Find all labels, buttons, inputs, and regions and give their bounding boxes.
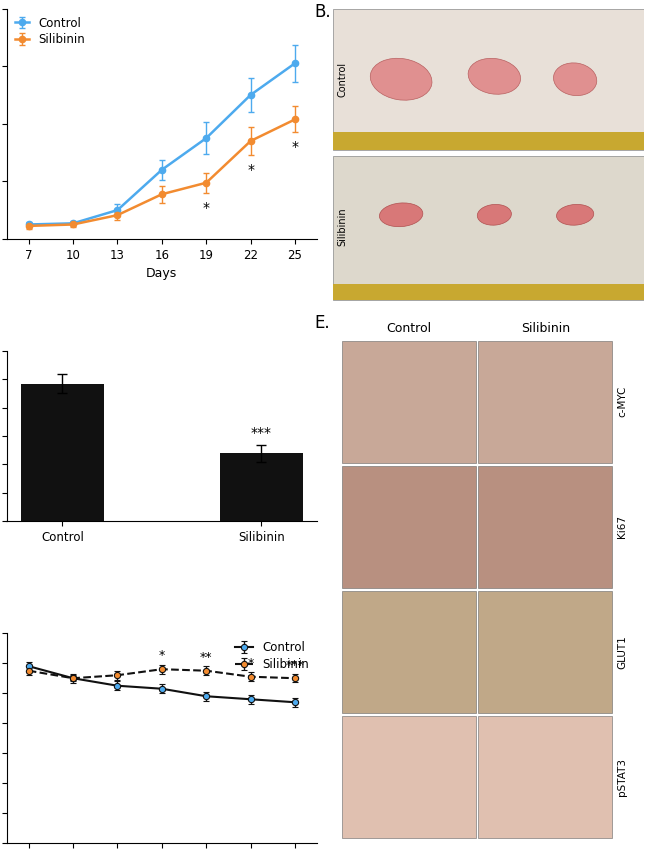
Text: pSTAT3: pSTAT3 bbox=[617, 758, 627, 796]
Text: *: * bbox=[247, 164, 254, 177]
Text: Silibinin: Silibinin bbox=[521, 322, 570, 336]
Text: ***: *** bbox=[251, 426, 272, 440]
Bar bbox=[333, 132, 644, 150]
Text: *: * bbox=[203, 201, 210, 215]
Text: E.: E. bbox=[314, 314, 330, 332]
Text: Control: Control bbox=[387, 322, 432, 336]
Legend: Control, Silibinin: Control, Silibinin bbox=[12, 14, 88, 49]
Legend: Control, Silibinin: Control, Silibinin bbox=[233, 639, 311, 673]
Bar bbox=[342, 341, 476, 463]
Bar bbox=[333, 284, 644, 300]
Bar bbox=[220, 453, 303, 521]
X-axis label: Days: Days bbox=[146, 268, 177, 280]
Text: Silibinin: Silibinin bbox=[337, 207, 347, 246]
Text: GLUT1: GLUT1 bbox=[617, 635, 627, 669]
Ellipse shape bbox=[556, 204, 593, 225]
Bar bbox=[342, 590, 476, 713]
Ellipse shape bbox=[468, 58, 521, 95]
Text: *: * bbox=[248, 657, 254, 670]
Bar bbox=[478, 590, 612, 713]
Text: *: * bbox=[292, 141, 298, 154]
Bar bbox=[333, 9, 644, 150]
Ellipse shape bbox=[370, 58, 432, 101]
Bar bbox=[478, 341, 612, 463]
Text: Ki67: Ki67 bbox=[617, 515, 627, 538]
Bar bbox=[333, 156, 644, 300]
Ellipse shape bbox=[380, 203, 422, 227]
Bar bbox=[342, 716, 476, 838]
Bar bbox=[21, 383, 104, 521]
Text: ***: *** bbox=[285, 659, 304, 672]
Ellipse shape bbox=[554, 63, 597, 95]
Text: Control: Control bbox=[337, 61, 347, 97]
Text: B.: B. bbox=[314, 3, 331, 20]
Bar bbox=[478, 716, 612, 838]
Text: **: ** bbox=[200, 651, 213, 664]
Text: c-MYC: c-MYC bbox=[617, 386, 627, 417]
Text: *: * bbox=[159, 649, 165, 663]
Ellipse shape bbox=[477, 204, 512, 225]
Bar bbox=[342, 466, 476, 588]
Bar bbox=[478, 466, 612, 588]
